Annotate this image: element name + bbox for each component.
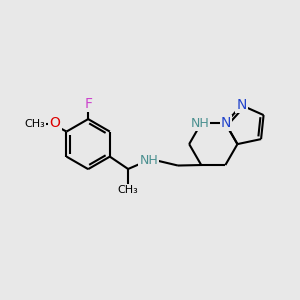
Text: CH₃: CH₃ [118, 184, 139, 195]
Text: NH: NH [190, 117, 209, 130]
Text: CH₃: CH₃ [24, 119, 45, 129]
Text: O: O [50, 116, 60, 130]
Text: F: F [84, 98, 92, 111]
Text: N: N [236, 98, 247, 112]
Text: N: N [221, 116, 231, 130]
Text: NH: NH [139, 154, 158, 167]
